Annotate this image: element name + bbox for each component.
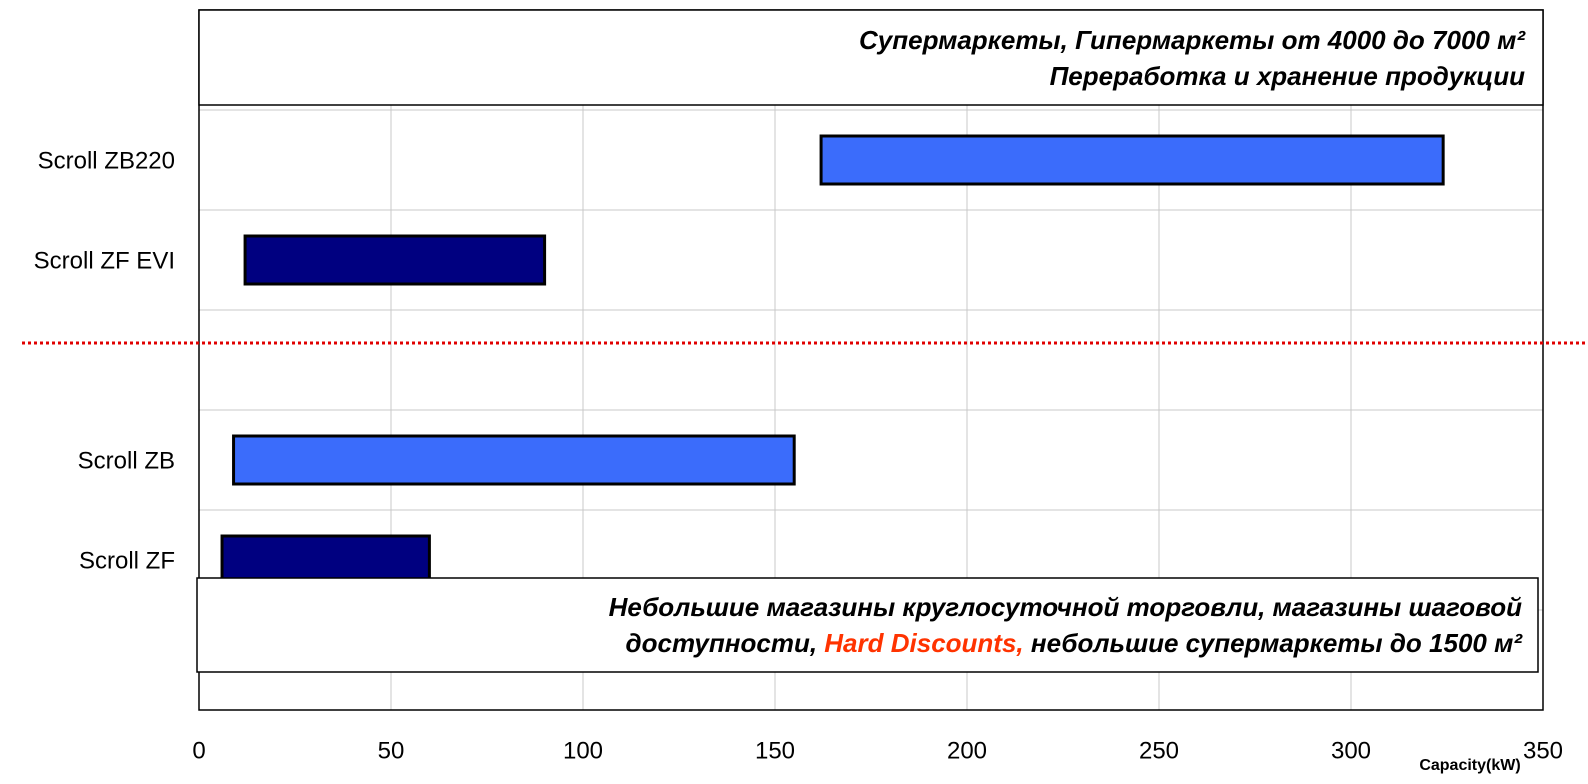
- bottom-note-box: [196, 577, 1539, 673]
- top-note-line: Супермаркеты, Гипермаркеты от 4000 до 70…: [859, 25, 1526, 55]
- range-bar: [232, 434, 796, 486]
- category-label: Scroll ZF: [79, 547, 175, 574]
- range-bar: [243, 234, 547, 286]
- x-tick-label: 150: [755, 737, 795, 764]
- x-tick-label: 350: [1523, 737, 1563, 764]
- note-text: доступности,: [626, 628, 825, 658]
- x-tick-label: 250: [1139, 737, 1179, 764]
- x-tick-label: 50: [378, 737, 405, 764]
- x-axis-label: Capacity(kW): [1419, 757, 1520, 774]
- top-note-line: Переработка и хранение продукции: [1050, 61, 1525, 91]
- x-tick-label: 300: [1331, 737, 1371, 764]
- x-tick-label: 100: [563, 737, 603, 764]
- x-tick-label: 200: [947, 737, 987, 764]
- category-label: Scroll ZB: [78, 447, 175, 474]
- category-label: Scroll ZF EVI: [34, 247, 175, 274]
- range-bar: [220, 534, 431, 586]
- category-label: Scroll ZB220: [38, 147, 175, 174]
- bottom-note-line: доступности, Hard Discounts, небольшие с…: [626, 628, 1524, 658]
- note-text: небольшие супермаркеты до 1500 м²: [1024, 628, 1524, 658]
- range-bar: [819, 134, 1445, 186]
- x-tick-label: 0: [192, 737, 205, 764]
- note-highlight: Hard Discounts,: [824, 628, 1023, 658]
- bottom-note-line: Небольшие магазины круглосуточной торгов…: [609, 592, 1522, 622]
- top-note-box: [198, 9, 1544, 106]
